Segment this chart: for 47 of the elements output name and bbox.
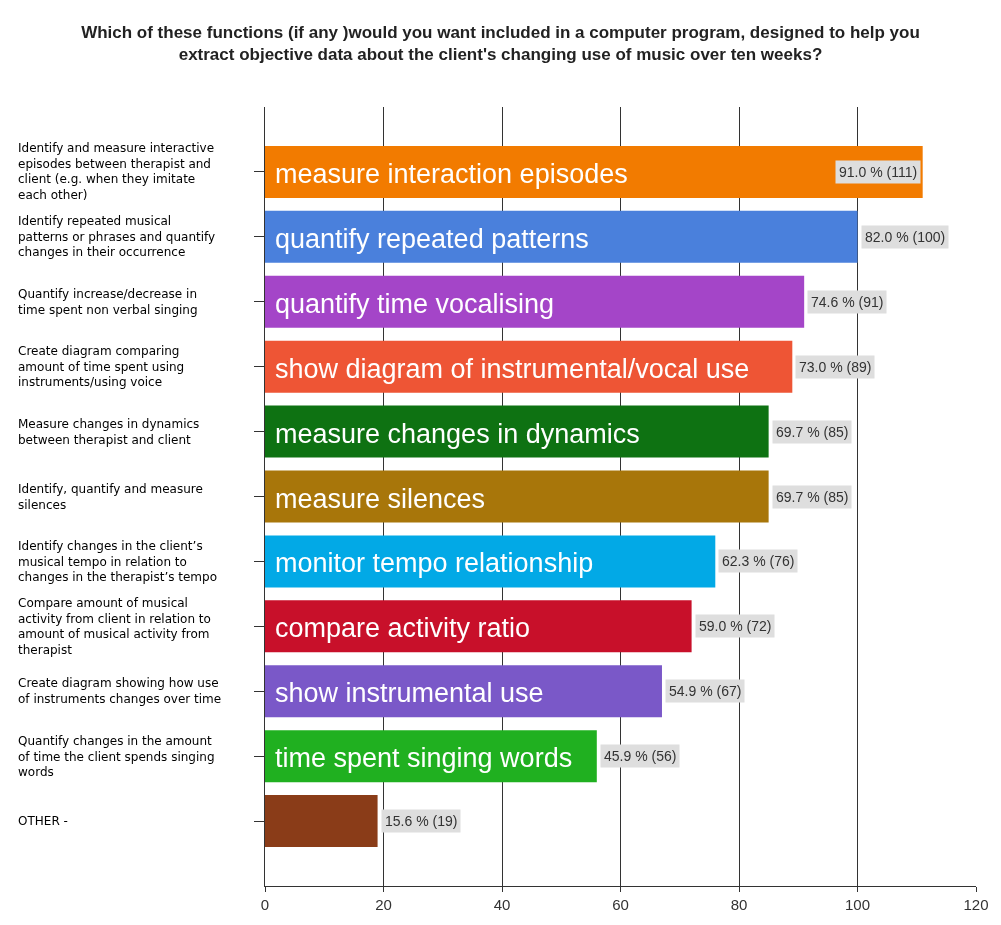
bar xyxy=(265,470,769,523)
x-tick-label: 40 xyxy=(493,896,511,913)
annotation: measure silences xyxy=(275,484,486,514)
bar xyxy=(265,665,662,718)
annotation: compare activity ratio xyxy=(275,613,531,643)
bar xyxy=(265,145,923,198)
x-tick-label: 20 xyxy=(375,896,392,913)
x-tick-label: 120 xyxy=(963,896,989,913)
data-label: 73.0 % (89) xyxy=(799,359,872,375)
annotation: show diagram of instrumental/vocal use xyxy=(275,354,750,384)
annotation: monitor tempo relationship xyxy=(275,548,594,578)
x-tick-label: 0 xyxy=(260,896,270,913)
y-tick-label: Compare amount of musical activity from client in relation to amount of musical activity from therapist xyxy=(18,596,211,657)
data-label: 54.9 % (67) xyxy=(669,683,742,699)
data-label: 45.9 % (56) xyxy=(604,748,677,764)
annotation: quantify time vocalising xyxy=(275,289,555,319)
x-tick-label: 100 xyxy=(844,896,871,913)
y-tick-label: Create diagram comparing amount of time spent using instruments/using voice xyxy=(18,344,185,390)
annotation: measure interaction episodes xyxy=(275,159,628,189)
y-tick-label: Quantify increase/decrease in time spent non verbal singing xyxy=(18,287,198,317)
bar xyxy=(265,210,858,263)
data-label: 69.7 % (85) xyxy=(776,424,849,440)
data-label: 59.0 % (72) xyxy=(699,618,772,634)
y-tick-label: Create diagram showing how use of instruments changes over time xyxy=(18,676,222,706)
data-label: 74.6 % (91) xyxy=(811,294,884,310)
y-tick-label: Identify, quantify and measure silences xyxy=(18,482,203,512)
data-label: 91.0 % (111) xyxy=(839,164,918,180)
data-label: 69.7 % (85) xyxy=(776,489,849,505)
data-label: 62.3 % (76) xyxy=(722,553,795,569)
x-tick-label: 80 xyxy=(730,896,748,913)
bar xyxy=(265,275,805,328)
y-tick-label: OTHER - xyxy=(18,814,68,828)
x-tick-label: 60 xyxy=(612,896,629,913)
data-label: 82.0 % (100) xyxy=(865,229,946,245)
bar xyxy=(265,600,692,653)
chart-title: Which of these functions (if any )would you want included in a computer program, designed to help you extract objective data about the client's changing use of music over ten weeks? xyxy=(81,23,920,65)
y-tick-label: Quantify changes in the amount of time the client spends singing words xyxy=(18,734,215,780)
annotation: quantify repeated patterns xyxy=(275,224,589,254)
bar xyxy=(265,795,378,848)
y-tick-label: Measure changes in dynamics between therapist and client xyxy=(18,417,200,447)
y-tick-label: Identify and measure interactive episodes between therapist and client (e.g. when they imitate each other) xyxy=(18,141,215,202)
y-tick-label: Identify repeated musical patterns or phrases and quantify changes in their occurrence xyxy=(18,214,216,260)
annotation: show instrumental use xyxy=(275,678,544,708)
annotation: time spent singing words xyxy=(275,743,573,773)
annotation: measure changes in dynamics xyxy=(275,419,640,449)
data-label: 15.6 % (19) xyxy=(385,813,458,829)
y-tick-label: Identify changes in the client’s musical tempo in relation to changes in the therapist’s tempo xyxy=(18,539,217,585)
